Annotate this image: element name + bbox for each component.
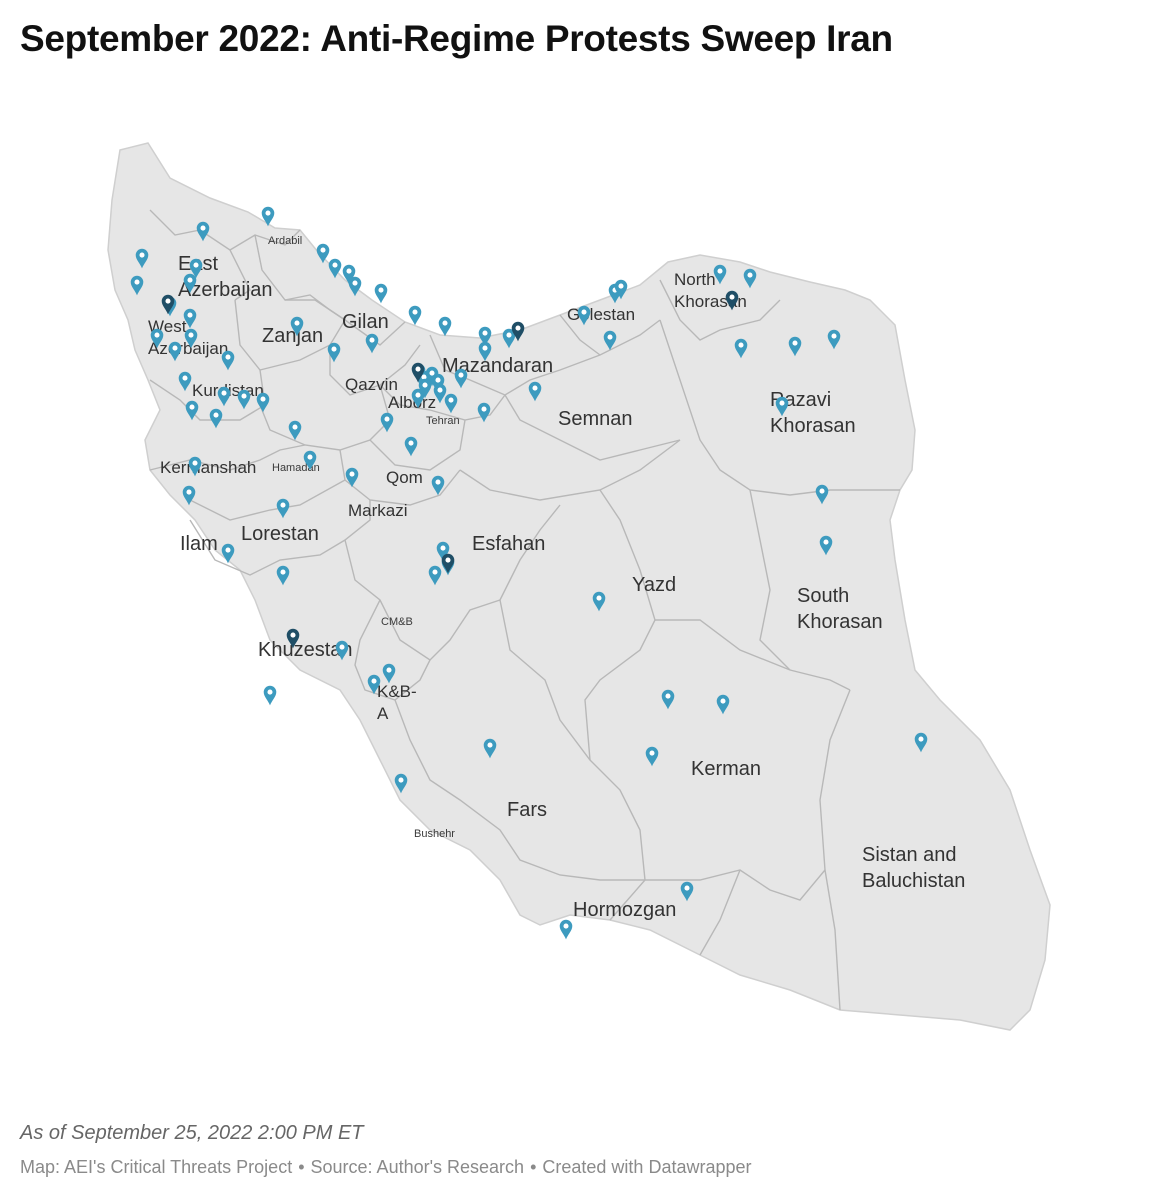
province-border bbox=[645, 869, 826, 901]
province-borders bbox=[149, 209, 900, 1011]
province-label-ardabil: Ardabil bbox=[268, 235, 302, 247]
map-pin-icon[interactable] bbox=[408, 305, 422, 326]
province-border bbox=[584, 489, 656, 761]
province-label-esfahan: Esfahan bbox=[472, 533, 545, 555]
province-border bbox=[559, 314, 601, 356]
province-label-qom: Qom bbox=[386, 468, 423, 487]
province-border bbox=[149, 209, 251, 301]
province-border bbox=[499, 504, 561, 601]
province-border bbox=[189, 479, 346, 521]
province-border bbox=[344, 539, 501, 661]
province-label-fars: Fars bbox=[507, 799, 547, 821]
province-border bbox=[229, 229, 301, 251]
province-border bbox=[354, 599, 431, 701]
province-label-qazvin: Qazvin bbox=[345, 375, 398, 394]
map-pin-icon[interactable] bbox=[438, 316, 452, 337]
province-label-tehran: Tehran bbox=[426, 415, 460, 427]
province-label-sistan-and-baluchistan: Sistan and Baluchistan bbox=[862, 844, 965, 892]
province-border bbox=[819, 689, 851, 1011]
province-label-bushehr: Bushehr bbox=[414, 828, 455, 840]
province-label-gilan: Gilan bbox=[342, 311, 389, 333]
province-border bbox=[504, 394, 681, 461]
province-label-markazi: Markazi bbox=[348, 501, 408, 520]
map-title: September 2022: Anti-Regime Protests Swe… bbox=[20, 18, 893, 59]
province-border bbox=[429, 319, 661, 396]
province-border bbox=[394, 699, 645, 881]
province-border bbox=[379, 384, 506, 421]
province-border bbox=[329, 344, 421, 396]
province-label-kermanshah: Kermanshah bbox=[160, 458, 256, 477]
map-pin-icon[interactable] bbox=[263, 685, 277, 706]
province-border bbox=[655, 619, 851, 691]
province-label-k-b-a: K&B-A bbox=[377, 682, 417, 723]
province-border bbox=[459, 439, 681, 501]
map-credit: Map: AEI's Critical Threats Project bbox=[20, 1157, 293, 1177]
datawrapper-credit: Created with Datawrapper bbox=[542, 1157, 752, 1177]
credits-line: Map: AEI's Critical Threats Project • Sour… bbox=[20, 1157, 752, 1178]
province-label-east-azerbaijan: EastAzerbaijan bbox=[178, 253, 273, 301]
province-label-khuzestan: Khuzestan bbox=[258, 639, 353, 661]
province-border bbox=[285, 299, 406, 346]
credit-separator: • bbox=[298, 1157, 305, 1177]
province-label-alborz: Alborz bbox=[388, 393, 436, 412]
timestamp-note: As of September 25, 2022 2:00 PM ET bbox=[20, 1122, 364, 1144]
country-shape bbox=[107, 142, 1051, 1031]
province-label-mazandaran: Mazandaran bbox=[442, 355, 553, 377]
province-label-zanjan: Zanjan bbox=[262, 325, 323, 347]
province-border bbox=[749, 489, 791, 671]
map-pin-icon[interactable] bbox=[374, 283, 388, 304]
province-label-hormozgan: Hormozgan bbox=[573, 899, 676, 921]
credit-separator: • bbox=[530, 1157, 537, 1177]
map-pin-icon[interactable] bbox=[559, 919, 573, 940]
province-border bbox=[659, 279, 781, 341]
province-label-lorestan: Lorestan bbox=[241, 523, 319, 545]
source-credit: Source: Author's Research bbox=[310, 1157, 525, 1177]
province-border bbox=[369, 419, 466, 471]
province-border bbox=[339, 449, 461, 506]
province-label-semnan: Semnan bbox=[558, 408, 633, 430]
province-label-south-khorasan: South Khorasan bbox=[797, 585, 883, 633]
province-label-yazd: Yazd bbox=[632, 574, 676, 596]
province-labels: EastAzerbaijanArdabilWestAzerbaijanZanja… bbox=[148, 235, 965, 921]
province-label-ilam: Ilam bbox=[180, 533, 218, 555]
iran-landmass bbox=[107, 142, 1051, 1031]
province-label-cm-b: CM&B bbox=[381, 616, 413, 628]
province-label-kerman: Kerman bbox=[691, 758, 761, 780]
province-label-golestan: Golestan bbox=[567, 305, 635, 324]
province-border bbox=[699, 869, 741, 956]
province-border bbox=[149, 444, 306, 471]
province-border bbox=[189, 500, 371, 576]
